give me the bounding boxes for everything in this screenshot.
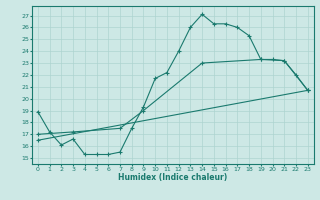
- X-axis label: Humidex (Indice chaleur): Humidex (Indice chaleur): [118, 173, 228, 182]
